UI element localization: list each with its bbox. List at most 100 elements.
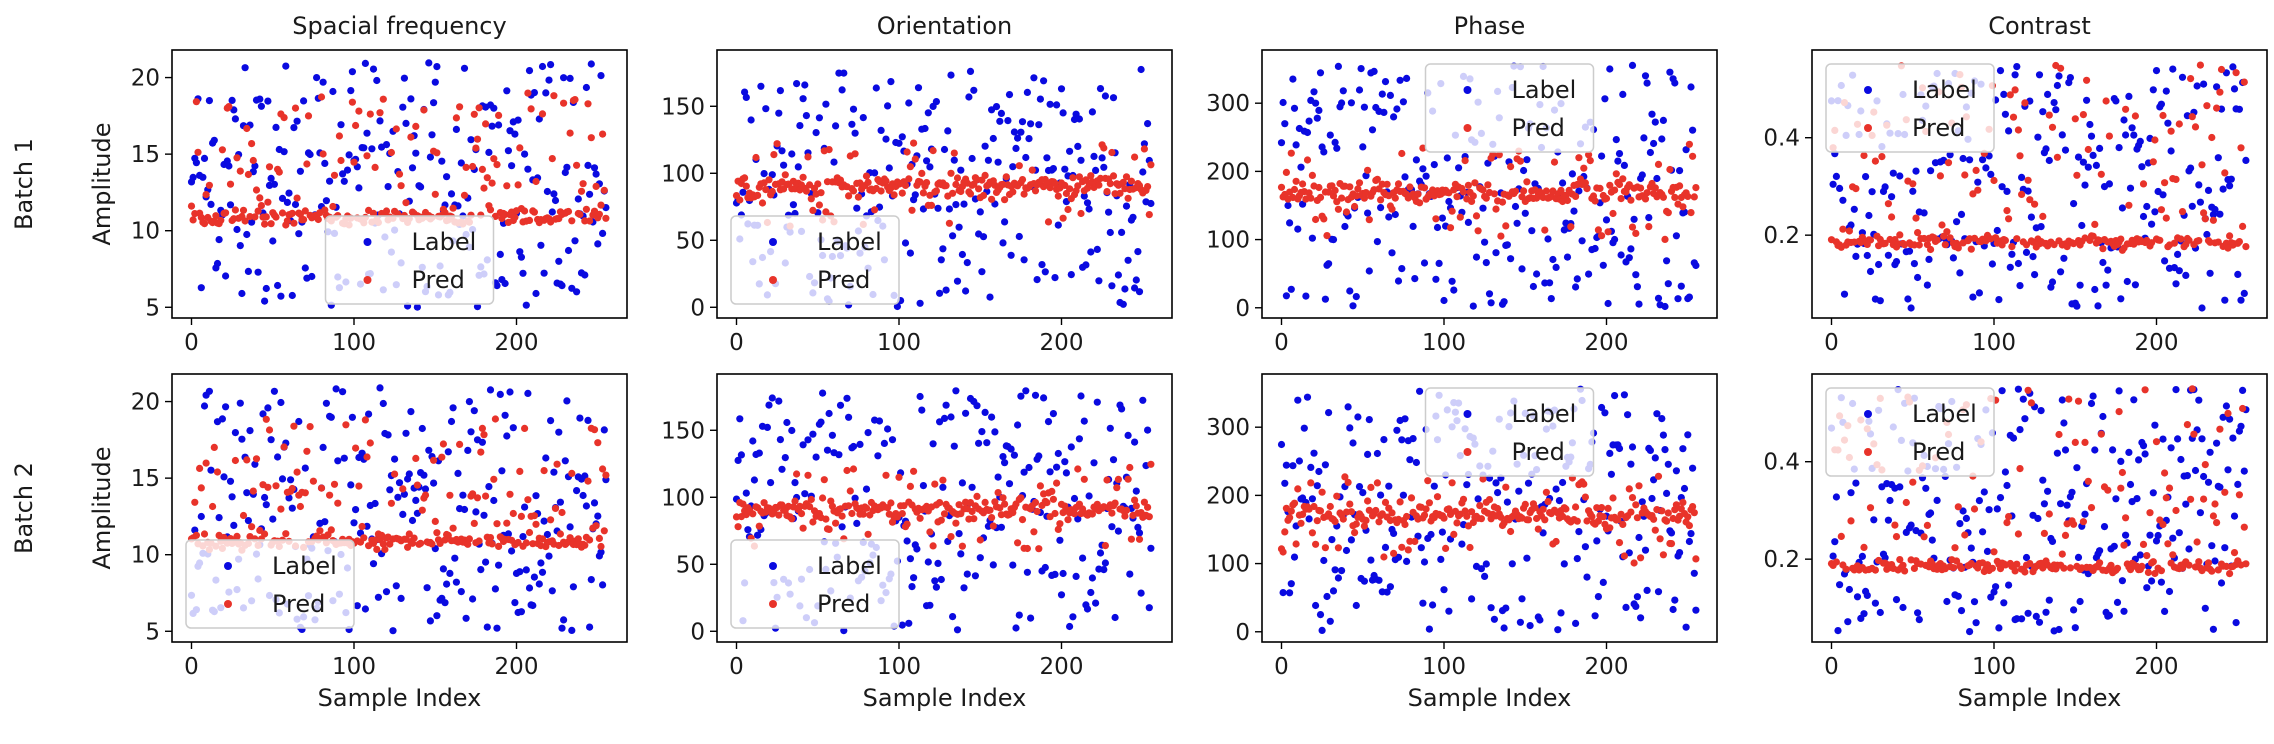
pred-point <box>1334 544 1342 552</box>
pred-point <box>2024 386 2032 394</box>
pred-point <box>832 519 840 527</box>
label-point <box>781 454 789 462</box>
label-point <box>2122 531 2130 539</box>
label-point <box>1134 523 1142 532</box>
label-point <box>1904 295 1912 303</box>
pred-point <box>1414 190 1422 198</box>
label-point <box>538 568 547 576</box>
pred-point <box>1628 494 1637 502</box>
y-tick-label: 0 <box>690 619 705 645</box>
label-point <box>875 417 884 425</box>
label-point <box>1134 248 1142 256</box>
pred-point <box>189 216 197 224</box>
label-point <box>1105 208 1113 216</box>
label-point <box>2006 263 2014 271</box>
label-point <box>282 62 290 70</box>
pred-point <box>483 174 491 182</box>
pred-point <box>919 189 928 197</box>
label-point <box>1966 628 1974 636</box>
label-point <box>921 124 929 133</box>
label-point <box>1570 207 1578 215</box>
pred-point <box>2107 561 2115 569</box>
label-point <box>1422 172 1430 180</box>
label-point <box>1108 282 1116 290</box>
pred-point <box>556 530 565 538</box>
pred-point <box>446 491 454 499</box>
label-point <box>1661 302 1669 311</box>
pred-point <box>1656 535 1664 543</box>
pred-point <box>1591 197 1599 205</box>
label-point <box>1420 259 1429 267</box>
label-point <box>2230 512 2239 520</box>
label-point <box>2128 124 2136 132</box>
label-point <box>433 612 441 620</box>
pred-point <box>363 453 371 461</box>
label-point <box>914 84 923 92</box>
label-point <box>1083 605 1092 613</box>
label-point <box>1360 577 1368 585</box>
y-tick-label: 10 <box>131 219 160 245</box>
label-point <box>1996 494 2005 502</box>
label-point <box>1615 444 1624 453</box>
label-point <box>983 439 991 447</box>
label-point <box>2193 82 2201 90</box>
pred-point <box>2159 111 2167 120</box>
label-point <box>1646 148 1654 157</box>
pred-point <box>1692 184 1700 192</box>
pred-point <box>1839 225 1847 233</box>
pred-point <box>1651 184 1659 192</box>
pred-point <box>473 135 482 143</box>
label-point <box>939 483 947 491</box>
label-point <box>874 452 882 460</box>
pred-point <box>1401 520 1409 529</box>
label-point <box>301 464 309 472</box>
label-point <box>1850 205 1858 213</box>
pred-point <box>410 534 418 542</box>
pred-point <box>2060 564 2068 572</box>
label-point <box>293 117 301 125</box>
pred-point <box>2118 468 2126 477</box>
pred-point <box>482 492 490 500</box>
label-point <box>1305 515 1313 523</box>
label-point <box>1862 173 1870 181</box>
label-point <box>496 390 504 398</box>
label-point <box>2035 618 2044 626</box>
label-point <box>244 267 252 275</box>
pred-point <box>568 217 576 225</box>
pred-point <box>793 470 801 478</box>
label-point <box>762 105 770 113</box>
label-point <box>2175 267 2183 275</box>
label-point <box>1398 436 1406 444</box>
label-point <box>382 141 391 149</box>
label-point <box>1020 468 1028 476</box>
pred-point <box>1563 196 1572 205</box>
label-point <box>1040 394 1048 402</box>
label-point <box>319 443 327 451</box>
label-point <box>1661 446 1669 454</box>
label-point <box>968 154 976 163</box>
label-point <box>1632 602 1640 611</box>
pred-point <box>1416 199 1424 207</box>
pred-point <box>1054 525 1062 534</box>
pred-point <box>2188 113 2196 121</box>
label-point <box>871 169 879 177</box>
label-point <box>1088 108 1096 116</box>
pred-point <box>1119 178 1127 186</box>
label-point <box>760 170 768 178</box>
pred-point <box>1383 180 1391 188</box>
label-point <box>949 613 957 621</box>
pred-point <box>1685 140 1693 148</box>
y-tick-label: 0 <box>1235 296 1250 322</box>
label-point <box>1346 424 1354 432</box>
label-point <box>431 78 439 86</box>
pred-point <box>1881 239 1889 247</box>
pred-point <box>1923 521 1931 530</box>
label-point <box>884 425 892 433</box>
pred-point <box>222 209 230 217</box>
pred-point <box>825 525 833 534</box>
pred-point <box>1620 552 1628 560</box>
y-tick-label: 300 <box>1206 415 1250 441</box>
label-point <box>2226 182 2234 190</box>
